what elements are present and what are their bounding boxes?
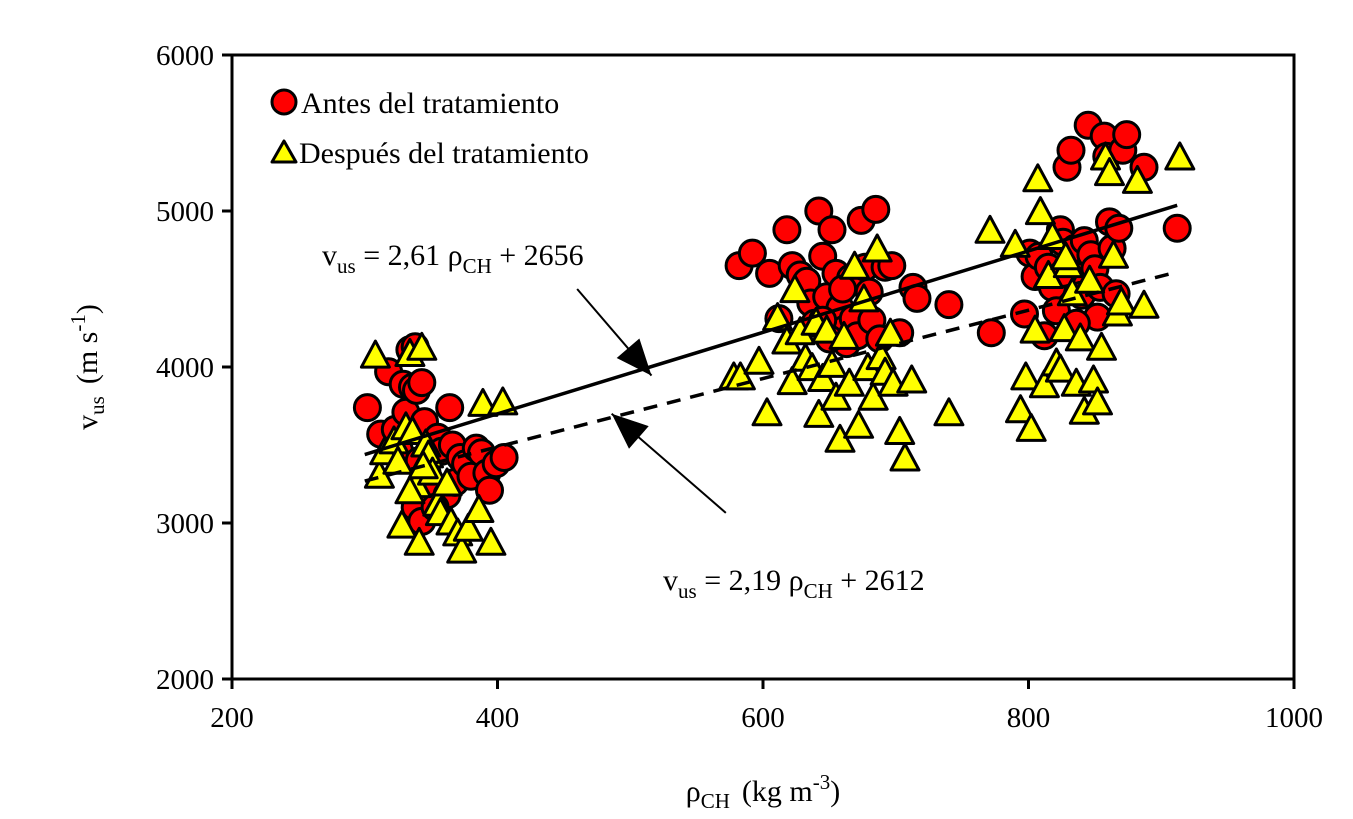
- point-despues: [1128, 289, 1160, 319]
- legend: Antes del tratamiento Después del tratam…: [270, 87, 589, 170]
- point-despues: [359, 339, 391, 369]
- point-antes: [976, 318, 1006, 348]
- point-antes: [772, 215, 802, 245]
- point-antes: [475, 475, 504, 505]
- trendline-antes: [364, 203, 1178, 457]
- point-despues: [475, 526, 507, 556]
- point-despues: [1028, 369, 1060, 399]
- point-despues: [933, 397, 965, 427]
- x-tick-label: 400: [476, 702, 520, 734]
- x-tick-label: 1000: [1265, 702, 1323, 734]
- y-tick-label: 5000: [156, 196, 214, 228]
- y-tick-label: 6000: [156, 40, 214, 72]
- point-despues: [1022, 163, 1054, 193]
- point-despues: [803, 398, 835, 428]
- point-despues: [1050, 241, 1082, 271]
- point-despues: [1019, 314, 1051, 344]
- point-despues: [1024, 196, 1056, 226]
- y-tick-label: 2000: [156, 664, 214, 696]
- point-despues: [1164, 141, 1196, 171]
- point-despues: [1086, 331, 1117, 361]
- point-despues: [743, 345, 775, 375]
- point-antes: [1056, 135, 1086, 165]
- y-tick-label: 4000: [156, 352, 214, 384]
- point-despues: [1064, 322, 1096, 352]
- legend-label-antes: Antes del tratamiento: [301, 87, 559, 120]
- point-despues: [751, 397, 783, 427]
- point-antes: [407, 368, 437, 398]
- point-antes: [817, 215, 847, 245]
- trendline-despues: [364, 270, 1178, 483]
- point-antes: [737, 238, 767, 268]
- point-despues: [403, 526, 435, 556]
- point-antes: [352, 393, 382, 423]
- y-axis-title: vus(m s-1): [66, 304, 109, 430]
- point-despues: [394, 475, 426, 505]
- point-antes: [934, 290, 964, 320]
- x-tick-label: 600: [741, 702, 785, 734]
- point-despues: [386, 509, 418, 539]
- point-antes: [828, 274, 858, 304]
- point-despues: [1121, 164, 1153, 194]
- point-antes: [435, 393, 465, 423]
- point-despues: [1048, 313, 1080, 343]
- point-despues: [1015, 412, 1047, 442]
- point-despues: [1078, 364, 1109, 394]
- legend-label-despues: Después del tratamiento: [299, 137, 589, 170]
- point-despues: [1094, 157, 1125, 187]
- x-tick-label: 800: [1007, 702, 1051, 734]
- point-antes: [1162, 213, 1192, 243]
- point-despues: [779, 274, 811, 304]
- axis-ticks: 200 400 600 800 1000 2000 3000 4000 5000 6000: [156, 40, 1323, 734]
- point-despues: [828, 320, 860, 350]
- x-axis-title: ρCH (kg m-3): [686, 770, 841, 813]
- point-despues: [839, 250, 871, 280]
- point-despues: [1105, 286, 1137, 316]
- equation-annotations: vus = 2,61 ρCH + 2656 vus = 2,19 ρCH + 26…: [322, 239, 925, 603]
- legend-marker-despues: [270, 139, 298, 164]
- point-despues: [896, 364, 928, 394]
- point-despues: [431, 467, 463, 497]
- point-despues: [843, 409, 875, 439]
- point-despues: [1005, 394, 1036, 424]
- point-despues: [452, 512, 484, 542]
- point-despues: [406, 331, 438, 361]
- point-despues: [889, 442, 921, 472]
- y-tick-label: 3000: [156, 508, 214, 540]
- point-despues: [816, 348, 848, 378]
- point-antes: [1112, 120, 1142, 150]
- point-despues: [974, 214, 1006, 244]
- arrowhead-antes: [616, 338, 652, 376]
- equation-despues: vus = 2,19 ρCH + 2612: [663, 564, 925, 603]
- equation-antes: vus = 2,61 ρCH + 2656: [322, 239, 584, 278]
- point-despues: [1074, 264, 1106, 294]
- legend-marker-antes: [270, 88, 298, 116]
- point-antes: [489, 443, 519, 472]
- point-despues: [1044, 353, 1076, 383]
- point-antes: [861, 194, 891, 224]
- point-despues: [884, 416, 916, 445]
- point-despues: [833, 367, 865, 397]
- point-despues: [861, 233, 893, 263]
- point-despues: [1082, 386, 1113, 416]
- point-despues: [874, 317, 906, 347]
- arrowhead-despues: [611, 413, 649, 449]
- x-tick-label: 200: [210, 702, 254, 734]
- point-despues: [446, 534, 478, 564]
- point-despues: [1098, 239, 1129, 269]
- data-points: [352, 110, 1196, 564]
- point-despues: [463, 494, 495, 523]
- point-antes: [1010, 299, 1039, 329]
- point-despues: [1010, 361, 1042, 391]
- point-despues: [811, 314, 843, 344]
